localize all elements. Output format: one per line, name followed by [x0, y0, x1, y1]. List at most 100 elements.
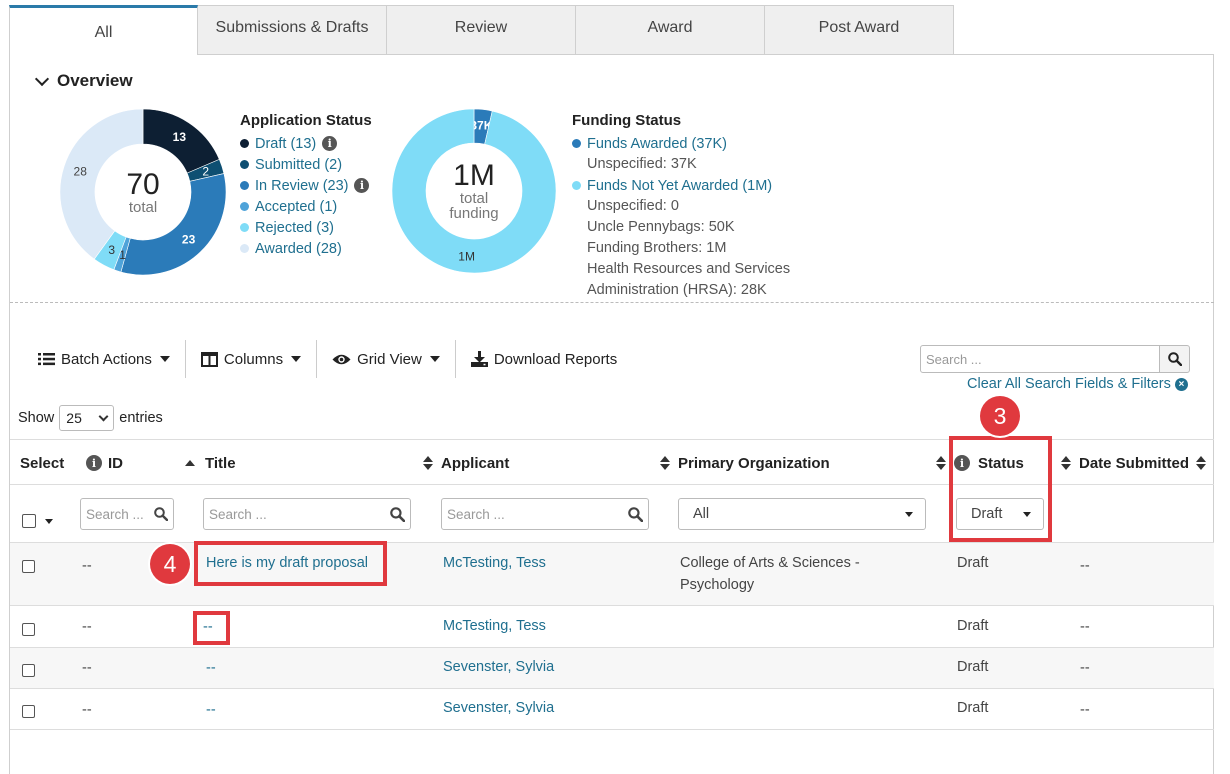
donut-slice[interactable] — [59, 108, 144, 260]
dot-icon — [240, 181, 249, 190]
caret-down-icon — [905, 511, 913, 517]
tab-award[interactable]: Award — [576, 5, 765, 55]
title-filter-input[interactable]: Search ... — [203, 498, 411, 530]
tab-bar: All Submissions & Drafts Review Award Po… — [9, 5, 954, 55]
funding-status-title: Funding Status — [572, 112, 682, 129]
row-title-link[interactable]: Here is my draft proposal — [206, 555, 368, 571]
grid-view-label: Grid View — [357, 350, 422, 368]
funding-detail: Uncle Pennybags: 50K — [587, 219, 735, 235]
donut-slice-label: 1M — [458, 250, 475, 264]
caret-down-icon[interactable] — [45, 518, 53, 524]
table-filter-row: Search ... Search ... Search ... All Dra… — [10, 485, 1214, 543]
eye-icon — [332, 354, 351, 364]
overview-title: Overview — [57, 71, 133, 90]
org-filter-select[interactable]: All — [678, 498, 926, 530]
legend-label: Rejected (3) — [255, 219, 334, 236]
applicant-filter-input[interactable]: Search ... — [441, 498, 649, 530]
row-date: -- — [1080, 702, 1090, 718]
row-date: -- — [1080, 619, 1090, 635]
row-title-link[interactable]: -- — [206, 660, 216, 676]
row-checkbox[interactable] — [22, 623, 35, 636]
info-icon[interactable]: i — [354, 178, 370, 193]
donut-slice[interactable] — [391, 108, 557, 274]
header-title[interactable]: Title — [185, 440, 236, 486]
legend-accepted[interactable]: Accepted (1) — [240, 196, 372, 217]
download-reports-button[interactable]: Download Reports — [456, 340, 632, 378]
legend-label: Awarded (28) — [255, 240, 342, 257]
legend-rejected[interactable]: Rejected (3) — [240, 217, 372, 238]
global-search-button[interactable] — [1159, 345, 1190, 373]
status-filter-select[interactable]: Draft — [956, 498, 1044, 530]
application-status-legend: Application Status Draft (13) i Submitted… — [240, 112, 372, 259]
legend-funds-awarded[interactable]: Funds Awarded (37K) — [572, 133, 790, 154]
row-applicant-link[interactable]: McTesting, Tess — [443, 618, 546, 634]
org-filter-value: All — [693, 506, 710, 522]
row-status: Draft — [957, 555, 989, 571]
row-org-line2: Psychology — [680, 577, 755, 593]
search-icon — [628, 506, 643, 522]
batch-actions-label: Batch Actions — [61, 350, 152, 368]
sort-icon — [1196, 456, 1206, 470]
global-search-input[interactable]: Search ... — [920, 345, 1160, 373]
row-title-link[interactable]: -- — [203, 619, 213, 635]
dot-icon — [240, 223, 249, 232]
row-checkbox[interactable] — [22, 664, 35, 677]
caret-down-icon — [159, 356, 170, 362]
row-org-line1: College of Arts & Sciences - — [680, 555, 860, 571]
dot-icon — [240, 160, 249, 169]
clear-filters-label: Clear All Search Fields & Filters — [967, 376, 1171, 392]
search-icon — [1167, 352, 1182, 366]
caret-down-icon — [1023, 511, 1031, 517]
select-all-control[interactable] — [22, 514, 53, 528]
info-icon[interactable]: i — [322, 136, 338, 151]
table-row: -- -- Sevenster, Sylvia Draft -- — [10, 689, 1214, 730]
header-applicant[interactable]: Applicant — [423, 440, 509, 486]
clear-filters-link[interactable]: Clear All Search Fields & Filters × — [967, 376, 1188, 392]
batch-actions-button[interactable]: Batch Actions — [38, 340, 186, 378]
row-applicant-link[interactable]: McTesting, Tess — [443, 555, 546, 571]
legend-awarded[interactable]: Awarded (28) — [240, 238, 372, 259]
legend-label: Accepted (1) — [255, 198, 338, 215]
tab-review[interactable]: Review — [387, 5, 576, 55]
sort-icon — [1061, 456, 1071, 470]
legend-draft[interactable]: Draft (13) i — [240, 133, 372, 154]
row-checkbox[interactable] — [22, 560, 35, 573]
overview-divider — [10, 302, 1214, 303]
tab-post-award[interactable]: Post Award — [765, 5, 954, 55]
header-primary-org-label: Primary Organization — [678, 454, 830, 472]
header-date-sort[interactable] — [1196, 440, 1206, 486]
columns-button[interactable]: Columns — [186, 340, 318, 378]
caret-down-icon — [291, 356, 302, 362]
entries-control: Show 25 entries — [18, 405, 163, 431]
legend-submitted[interactable]: Submitted (2) — [240, 154, 372, 175]
header-date-label: Date Submitted — [1079, 454, 1190, 472]
legend-in-review[interactable]: In Review (23) i — [240, 175, 372, 196]
header-date-submitted[interactable]: Date Submitted — [1061, 440, 1189, 486]
dot-icon — [240, 244, 249, 253]
select-all-checkbox[interactable] — [22, 514, 36, 528]
tab-submissions-drafts[interactable]: Submissions & Drafts — [198, 5, 387, 55]
header-status[interactable]: i Status — [936, 440, 1024, 486]
tab-all[interactable]: All — [9, 5, 198, 55]
info-icon[interactable]: i — [86, 455, 102, 471]
dot-icon — [572, 139, 581, 148]
row-title-link[interactable]: -- — [206, 702, 216, 718]
grid-view-button[interactable]: Grid View — [317, 340, 456, 378]
chevron-down-icon — [98, 411, 109, 421]
row-applicant-link[interactable]: Sevenster, Sylvia — [443, 659, 555, 675]
title-highlight-box — [194, 541, 387, 586]
id-filter-input[interactable]: Search ... — [80, 498, 174, 530]
donut-slice[interactable] — [120, 173, 227, 276]
overview-toggle[interactable]: Overview — [34, 71, 133, 91]
row-id: -- — [82, 702, 92, 718]
row-checkbox[interactable] — [22, 705, 35, 718]
legend-funds-not-awarded[interactable]: Funds Not Yet Awarded (1M) — [572, 175, 790, 196]
application-status-chart: 13 2 23 1 3 28 70 total — [59, 108, 227, 276]
entries-select[interactable]: 25 — [59, 405, 115, 431]
header-id[interactable]: i ID — [86, 440, 123, 486]
row-status: Draft — [957, 618, 989, 634]
step-badge-3: 3 — [980, 396, 1020, 436]
info-icon[interactable]: i — [954, 455, 970, 471]
row-applicant-link[interactable]: Sevenster, Sylvia — [443, 700, 555, 716]
header-primary-org[interactable]: Primary Organization — [660, 440, 830, 486]
